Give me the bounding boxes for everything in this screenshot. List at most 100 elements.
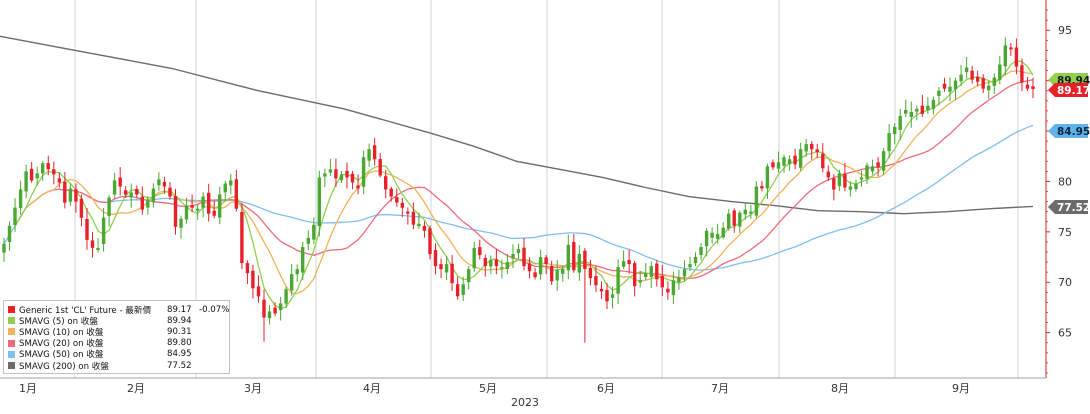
candle-body bbox=[467, 269, 471, 283]
candle-body bbox=[859, 177, 864, 180]
candle-body bbox=[323, 173, 327, 177]
candle-body bbox=[478, 247, 482, 256]
candle-body bbox=[566, 244, 570, 271]
candle bbox=[909, 101, 913, 128]
candle bbox=[2, 237, 6, 263]
candle bbox=[1031, 77, 1035, 99]
candle bbox=[18, 180, 23, 215]
candle bbox=[395, 188, 399, 207]
candle bbox=[942, 77, 947, 92]
candle-body bbox=[417, 223, 421, 227]
candle bbox=[561, 265, 565, 282]
candle bbox=[173, 188, 178, 235]
candle bbox=[278, 296, 283, 321]
candle bbox=[588, 259, 593, 286]
candle-body bbox=[638, 280, 642, 283]
candle-body bbox=[572, 241, 576, 271]
candle-body bbox=[234, 179, 238, 209]
candle-body bbox=[13, 207, 17, 226]
candle-body bbox=[732, 210, 736, 226]
candle bbox=[920, 94, 924, 118]
candle bbox=[810, 141, 814, 160]
legend-label-sma5: SMAVG (5) on 收盤 bbox=[19, 316, 98, 327]
candle bbox=[666, 281, 670, 300]
candle bbox=[312, 217, 316, 245]
candle-body bbox=[1003, 45, 1007, 67]
candle-body bbox=[898, 115, 902, 130]
candle-body bbox=[306, 237, 310, 244]
candle bbox=[212, 200, 216, 219]
candle bbox=[256, 275, 261, 303]
candle bbox=[998, 55, 1002, 85]
candle-body bbox=[865, 165, 869, 179]
candle-body bbox=[704, 230, 709, 247]
candle bbox=[555, 260, 559, 291]
candle bbox=[411, 202, 416, 230]
candle-body bbox=[920, 105, 924, 114]
candle-body bbox=[79, 198, 84, 218]
candle-body bbox=[599, 288, 604, 292]
candle-body bbox=[85, 219, 89, 240]
axis-badge-label: 84.95 bbox=[1057, 126, 1090, 138]
candle-body bbox=[837, 173, 842, 187]
candle-body bbox=[754, 186, 759, 216]
candle-body bbox=[677, 277, 681, 283]
candle bbox=[118, 167, 122, 196]
candle bbox=[516, 243, 521, 260]
candle bbox=[749, 204, 753, 219]
candle-body bbox=[964, 67, 969, 73]
candle-body bbox=[135, 189, 139, 195]
candle bbox=[771, 159, 775, 170]
candle-body bbox=[406, 211, 410, 214]
legend-label-sma50: SMAVG (50) on 收盤 bbox=[19, 350, 104, 361]
candle bbox=[52, 161, 56, 185]
candle-body bbox=[511, 254, 515, 259]
candle bbox=[350, 170, 355, 190]
candle bbox=[610, 286, 615, 309]
candle-body bbox=[682, 269, 687, 277]
candle-body bbox=[450, 263, 454, 284]
candle-body bbox=[118, 177, 122, 187]
candle bbox=[1020, 58, 1024, 92]
candle-body bbox=[633, 263, 637, 287]
candle bbox=[1009, 43, 1013, 57]
candle bbox=[826, 165, 830, 182]
candle-body bbox=[384, 176, 388, 190]
candle bbox=[876, 156, 880, 177]
candle bbox=[621, 250, 626, 270]
candle bbox=[981, 74, 985, 93]
candle-body bbox=[378, 159, 382, 176]
candle-body bbox=[793, 155, 797, 165]
candle bbox=[284, 286, 288, 309]
candle-body bbox=[1025, 84, 1030, 89]
candle-body bbox=[273, 307, 277, 314]
candle bbox=[245, 260, 250, 285]
candle-body bbox=[887, 133, 891, 152]
candle-body bbox=[776, 162, 781, 169]
candle-body bbox=[787, 159, 792, 165]
candle-body bbox=[870, 166, 875, 172]
candle-body bbox=[107, 197, 111, 217]
candle bbox=[190, 194, 194, 213]
candle bbox=[450, 254, 454, 291]
candle bbox=[63, 171, 67, 209]
candle-body bbox=[483, 258, 487, 267]
candle-body bbox=[433, 250, 438, 267]
y-tick-label: 95 bbox=[1058, 24, 1072, 37]
candle-body bbox=[63, 181, 67, 203]
candle bbox=[417, 212, 421, 229]
candle bbox=[915, 105, 919, 121]
candle-body bbox=[522, 247, 526, 267]
candle-body bbox=[1014, 47, 1019, 67]
candle bbox=[605, 282, 609, 310]
candle bbox=[671, 271, 676, 305]
candle-body bbox=[798, 149, 803, 168]
candle-body bbox=[90, 240, 95, 248]
candle-body bbox=[644, 273, 648, 277]
candle-body bbox=[832, 178, 836, 190]
candle bbox=[428, 225, 432, 260]
candle bbox=[782, 154, 786, 173]
candle bbox=[926, 97, 930, 115]
